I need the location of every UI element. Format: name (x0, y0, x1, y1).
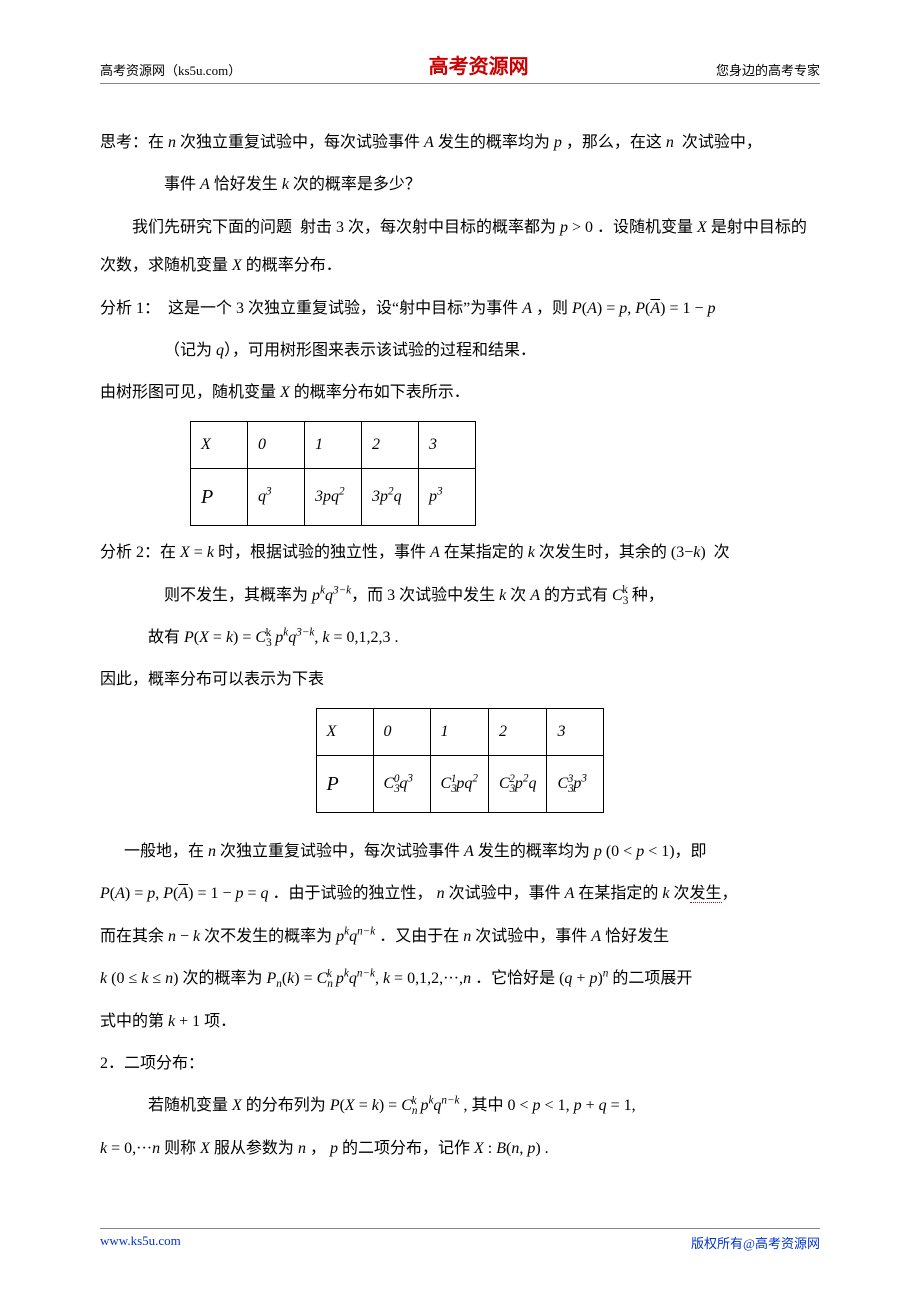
table-cell: 3 (419, 421, 476, 468)
paragraph-general-1: 一般地，在 n 次独立重复试验中，每次试验事件 A 发生的概率均为 p (0 <… (100, 833, 820, 871)
distribution-table-1: X 0 1 2 3 P q3 3pq2 3p2q p3 (190, 421, 476, 526)
page-header: 高考资源网（ks5u.com） 高考资源网 您身边的高考专家 (100, 50, 820, 84)
table-cell: C30q3 (373, 756, 430, 813)
paragraph-thinking-2: 事件 A 恰好发生 k 次的概率是多少？ (100, 166, 820, 204)
table-cell: 2 (362, 421, 419, 468)
dotted-emphasis: 发生 (690, 885, 722, 903)
table-row: P C30q3 C31pq2 C32p2q C33p3 (316, 756, 604, 813)
table-cell: 0 (373, 708, 430, 755)
paragraph-analysis1-note: （记为 q），可用树形图来表示该试验的过程和结果． (100, 332, 820, 370)
paragraph-binomial-def: 若随机变量 X 的分布列为 P(X = k) = Cnk pkqn−k , 其中… (100, 1087, 820, 1125)
table-cell: P (191, 469, 248, 526)
footer-url: www.ks5u.com (100, 1233, 181, 1252)
footer-copyright: 版权所有@高考资源网 (691, 1233, 820, 1252)
section-heading-binomial: 2．二项分布： (100, 1045, 820, 1083)
table-cell: C33p3 (547, 756, 604, 813)
header-left-text: 高考资源网（ks5u.com） (100, 60, 241, 79)
paragraph-thinking-1: 思考：在 n 次独立重复试验中，每次试验事件 A 发生的概率均为 p ，那么，在… (100, 124, 820, 162)
paragraph-tree-result: 由树形图可见，随机变量 X 的概率分布如下表所示． (100, 374, 820, 412)
document-page: 高考资源网（ks5u.com） 高考资源网 您身边的高考专家 思考：在 n 次独… (0, 0, 920, 1282)
table-row: X 0 1 2 3 (316, 708, 604, 755)
paragraph-general-4: k (0 ≤ k ≤ n) 次的概率为 Pn(k) = Cnk pkqn−k, … (100, 960, 820, 998)
document-body: 思考：在 n 次独立重复试验中，每次试验事件 A 发生的概率均为 p ，那么，在… (100, 124, 820, 1168)
paragraph-general-2: P(A) = p, P(A) = 1 − p = q ．由于试验的独立性， n … (100, 875, 820, 913)
paragraph-result-formula: 故有 P(X = k) = C3k pkq3−k, k = 0,1,2,3 . (100, 619, 820, 657)
header-center-title: 高考资源网 (429, 50, 529, 79)
header-right-text: 您身边的高考专家 (716, 60, 820, 79)
table-cell: q3 (248, 469, 305, 526)
table-cell: 1 (430, 708, 488, 755)
page-footer: www.ks5u.com 版权所有@高考资源网 (100, 1228, 820, 1252)
paragraph-analysis1: 分析 1： 这是一个 3 次独立重复试验，设“射中目标”为事件 A ，则 P(A… (100, 290, 820, 328)
table-cell: 2 (489, 708, 547, 755)
paragraph-analysis2: 分析 2：在 X = k 时，根据试验的独立性，事件 A 在某指定的 k 次发生… (100, 534, 820, 572)
table-cell: X (191, 421, 248, 468)
table-row: P q3 3pq2 3p2q p3 (191, 469, 476, 526)
paragraph-general-5: 式中的第 k + 1 项． (100, 1003, 820, 1041)
table-cell: X (316, 708, 373, 755)
table-cell: 3 (547, 708, 604, 755)
table-row: X 0 1 2 3 (191, 421, 476, 468)
paragraph-intro: 我们先研究下面的问题 射击 3 次，每次射中目标的概率都为 p > 0 ．设随机… (100, 209, 820, 286)
table-cell: C32p2q (489, 756, 547, 813)
paragraph-analysis2-line2: 则不发生，其概率为 pkq3−k，而 3 次试验中发生 k 次 A 的方式有 C… (100, 577, 820, 615)
table-cell: 0 (248, 421, 305, 468)
table-cell: 3p2q (362, 469, 419, 526)
distribution-table-2: X 0 1 2 3 P C30q3 C31pq2 C32p2q C33p3 (316, 708, 605, 813)
paragraph-binomial-notation: k = 0,···n 则称 X 服从参数为 n ， p 的二项分布，记作 X :… (100, 1130, 820, 1168)
paragraph-general-3: 而在其余 n − k 次不发生的概率为 pkqn−k ．又由于在 n 次试验中，… (100, 918, 820, 956)
table-cell: C31pq2 (430, 756, 488, 813)
table-cell: 1 (305, 421, 362, 468)
table-cell: P (316, 756, 373, 813)
table-cell: 3pq2 (305, 469, 362, 526)
table-cell: p3 (419, 469, 476, 526)
paragraph-therefore: 因此，概率分布可以表示为下表 (100, 661, 820, 699)
